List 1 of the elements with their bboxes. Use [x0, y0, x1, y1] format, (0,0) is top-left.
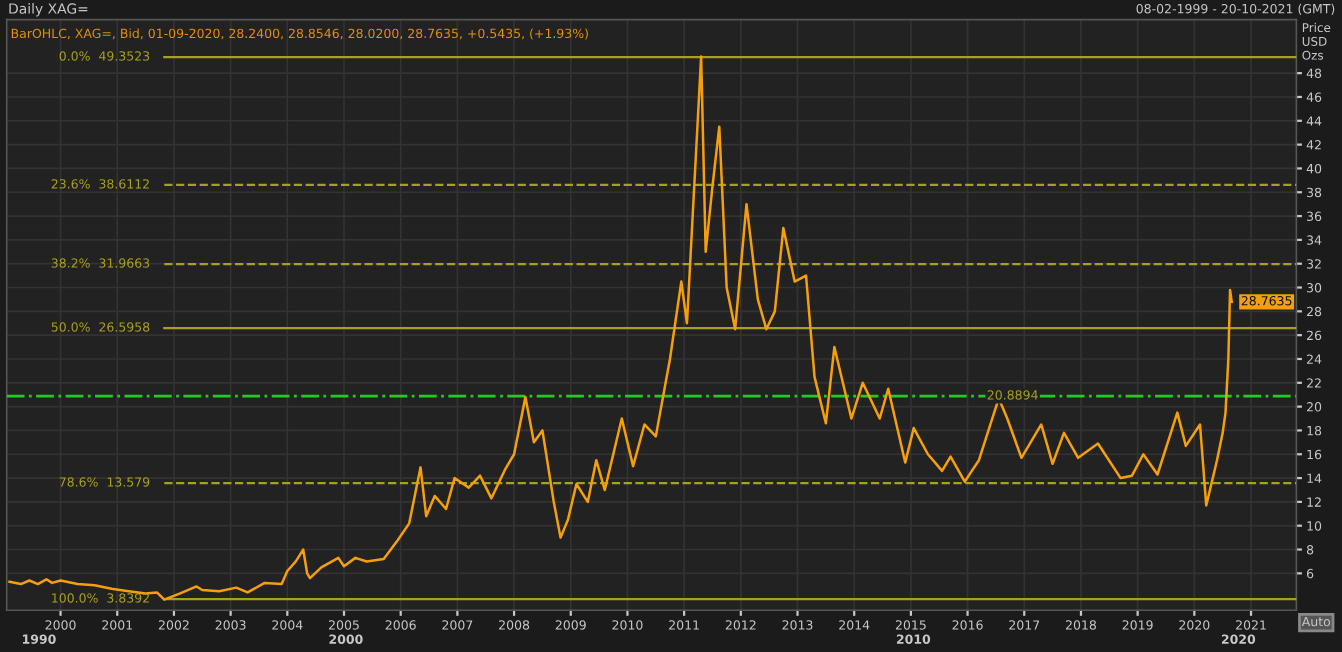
line-series	[8, 55, 1233, 601]
